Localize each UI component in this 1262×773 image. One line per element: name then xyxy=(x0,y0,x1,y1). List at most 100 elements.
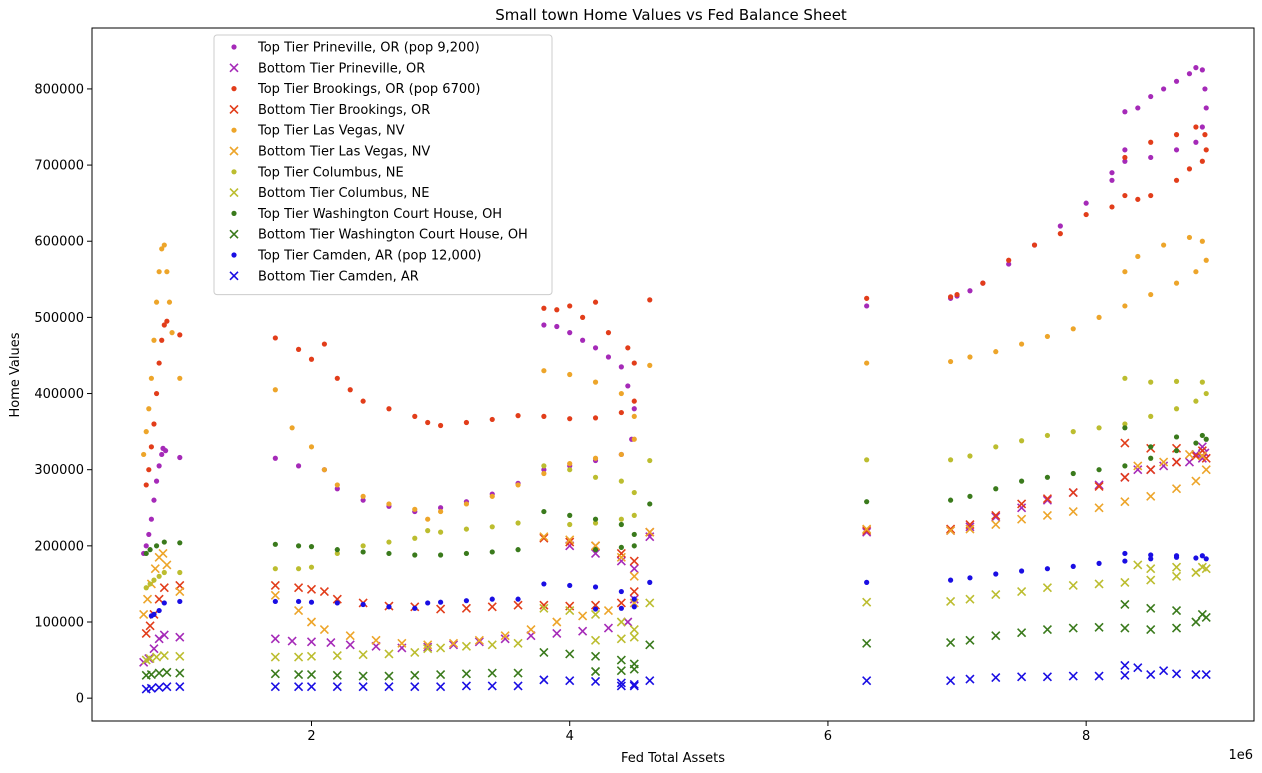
data-point xyxy=(272,387,278,393)
data-point xyxy=(1146,564,1156,574)
series-7 xyxy=(141,560,1211,665)
data-point xyxy=(1122,147,1128,153)
data-point xyxy=(358,671,368,681)
data-point xyxy=(436,669,446,680)
data-point xyxy=(513,600,523,610)
data-point xyxy=(1006,257,1012,263)
data-point xyxy=(616,666,626,676)
data-point xyxy=(463,419,470,426)
data-point xyxy=(319,625,329,635)
data-point xyxy=(425,528,431,534)
legend-entry: Bottom Tier Las Vegas, NV xyxy=(229,145,430,160)
data-point xyxy=(436,682,446,692)
data-point xyxy=(590,548,601,559)
data-point xyxy=(154,594,164,604)
y-tick-label: 500000 xyxy=(34,311,84,326)
data-point xyxy=(150,564,160,574)
data-point xyxy=(592,547,599,553)
legend-marker xyxy=(229,63,239,73)
data-point xyxy=(159,583,169,593)
data-point xyxy=(1068,507,1078,517)
data-point xyxy=(618,364,624,370)
data-point xyxy=(1159,461,1169,471)
data-point xyxy=(295,598,302,605)
data-point xyxy=(153,478,160,484)
data-point xyxy=(645,640,655,650)
legend-marker xyxy=(229,229,239,239)
y-tick-label: 700000 xyxy=(34,159,84,174)
legend-entry: Bottom Tier Washington Court House, OH xyxy=(229,228,528,243)
data-point xyxy=(645,527,655,537)
data-point xyxy=(347,387,353,393)
data-point xyxy=(1161,242,1167,248)
data-point xyxy=(592,584,599,590)
data-point xyxy=(360,497,366,503)
data-point xyxy=(631,398,637,404)
data-point xyxy=(1070,470,1076,477)
data-point xyxy=(1070,326,1076,332)
data-point xyxy=(334,600,340,606)
data-point xyxy=(295,463,302,469)
data-point xyxy=(862,597,872,607)
data-point xyxy=(616,681,626,691)
data-point xyxy=(1202,86,1208,92)
data-point xyxy=(1006,261,1012,267)
data-point xyxy=(1193,555,1199,561)
data-point xyxy=(590,609,601,619)
data-point xyxy=(159,246,165,252)
data-point xyxy=(154,634,164,644)
data-point xyxy=(1191,617,1201,627)
legend-entry: Top Tier Camden, AR (pop 12,000) xyxy=(231,249,481,264)
y-tick-label: 600000 xyxy=(34,235,84,250)
data-point xyxy=(474,637,484,647)
data-point xyxy=(1017,628,1027,638)
y-tick-label: 400000 xyxy=(34,387,84,402)
data-point xyxy=(1133,663,1143,673)
data-point xyxy=(308,444,315,450)
data-point xyxy=(156,573,162,579)
data-point xyxy=(565,676,575,686)
data-point xyxy=(332,594,342,604)
data-point xyxy=(326,637,336,648)
data-point xyxy=(294,669,304,680)
data-point xyxy=(270,580,280,591)
data-point xyxy=(991,590,1001,600)
data-point xyxy=(489,493,495,499)
legend-label: Top Tier Prineville, OR (pop 9,200) xyxy=(257,41,480,56)
data-point xyxy=(991,673,1001,683)
data-point xyxy=(153,299,160,305)
data-point xyxy=(272,335,278,341)
data-point xyxy=(946,596,956,607)
data-point xyxy=(148,516,154,522)
data-point xyxy=(438,529,444,535)
data-point xyxy=(616,548,626,559)
data-point xyxy=(487,640,497,650)
data-point xyxy=(592,520,599,526)
data-point xyxy=(862,524,872,534)
data-point xyxy=(139,609,149,619)
data-point xyxy=(159,650,169,661)
data-point xyxy=(161,569,167,576)
y-tick-label: 800000 xyxy=(34,82,84,97)
data-point xyxy=(1201,465,1211,475)
plot-area xyxy=(139,65,1211,694)
data-point xyxy=(631,531,637,538)
data-point xyxy=(1148,455,1154,461)
data-point xyxy=(177,454,183,461)
data-point xyxy=(1017,586,1027,597)
data-point xyxy=(616,617,626,627)
data-point xyxy=(159,337,165,343)
data-point xyxy=(332,682,342,692)
data-point xyxy=(1068,487,1078,498)
data-point xyxy=(1193,269,1199,275)
data-point xyxy=(864,579,870,586)
data-point xyxy=(1122,425,1128,431)
data-point xyxy=(631,406,637,412)
data-point xyxy=(270,652,280,662)
data-point xyxy=(592,345,599,351)
data-point xyxy=(967,575,973,581)
data-point xyxy=(1146,625,1156,635)
data-point xyxy=(1068,623,1078,633)
data-point xyxy=(629,598,639,608)
data-point xyxy=(967,288,973,294)
